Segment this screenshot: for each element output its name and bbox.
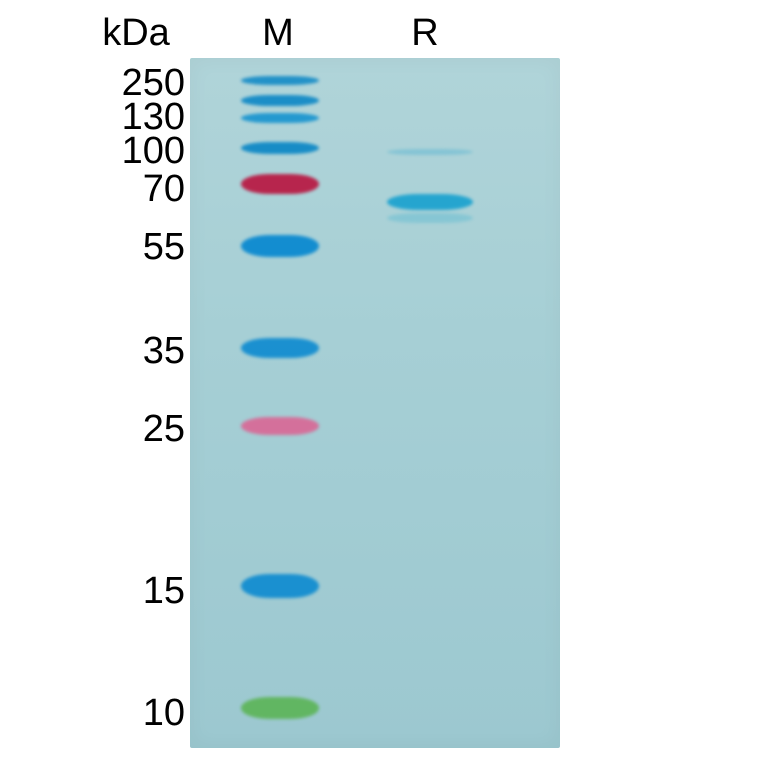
sample-band-0 [387, 149, 473, 155]
sample-band-1 [387, 194, 473, 210]
stage: kDa M R 250 130 100 70 55 35 25 15 10 [0, 0, 764, 764]
mw-label-15: 15 [25, 570, 185, 613]
ladder-band-4 [241, 174, 319, 194]
mw-label-25: 25 [25, 408, 185, 451]
mw-label-55: 55 [25, 226, 185, 269]
mw-label-70: 70 [25, 168, 185, 211]
ladder-band-8 [241, 574, 319, 598]
ladder-band-7 [241, 417, 319, 435]
lane-header-marker: M [198, 12, 358, 55]
ladder-band-1 [241, 95, 319, 106]
lane-header-sample: R [345, 12, 505, 55]
ladder-band-3 [241, 142, 319, 154]
mw-label-35: 35 [25, 330, 185, 373]
mw-label-10: 10 [25, 692, 185, 735]
sample-band-2 [387, 213, 473, 223]
ladder-band-9 [241, 697, 319, 719]
ladder-band-6 [241, 338, 319, 358]
mw-label-100: 100 [25, 130, 185, 173]
gel-image [190, 58, 560, 748]
ladder-band-2 [241, 113, 319, 123]
ladder-band-0 [241, 76, 319, 85]
ladder-band-5 [241, 235, 319, 257]
axis-unit-label: kDa [56, 12, 216, 55]
